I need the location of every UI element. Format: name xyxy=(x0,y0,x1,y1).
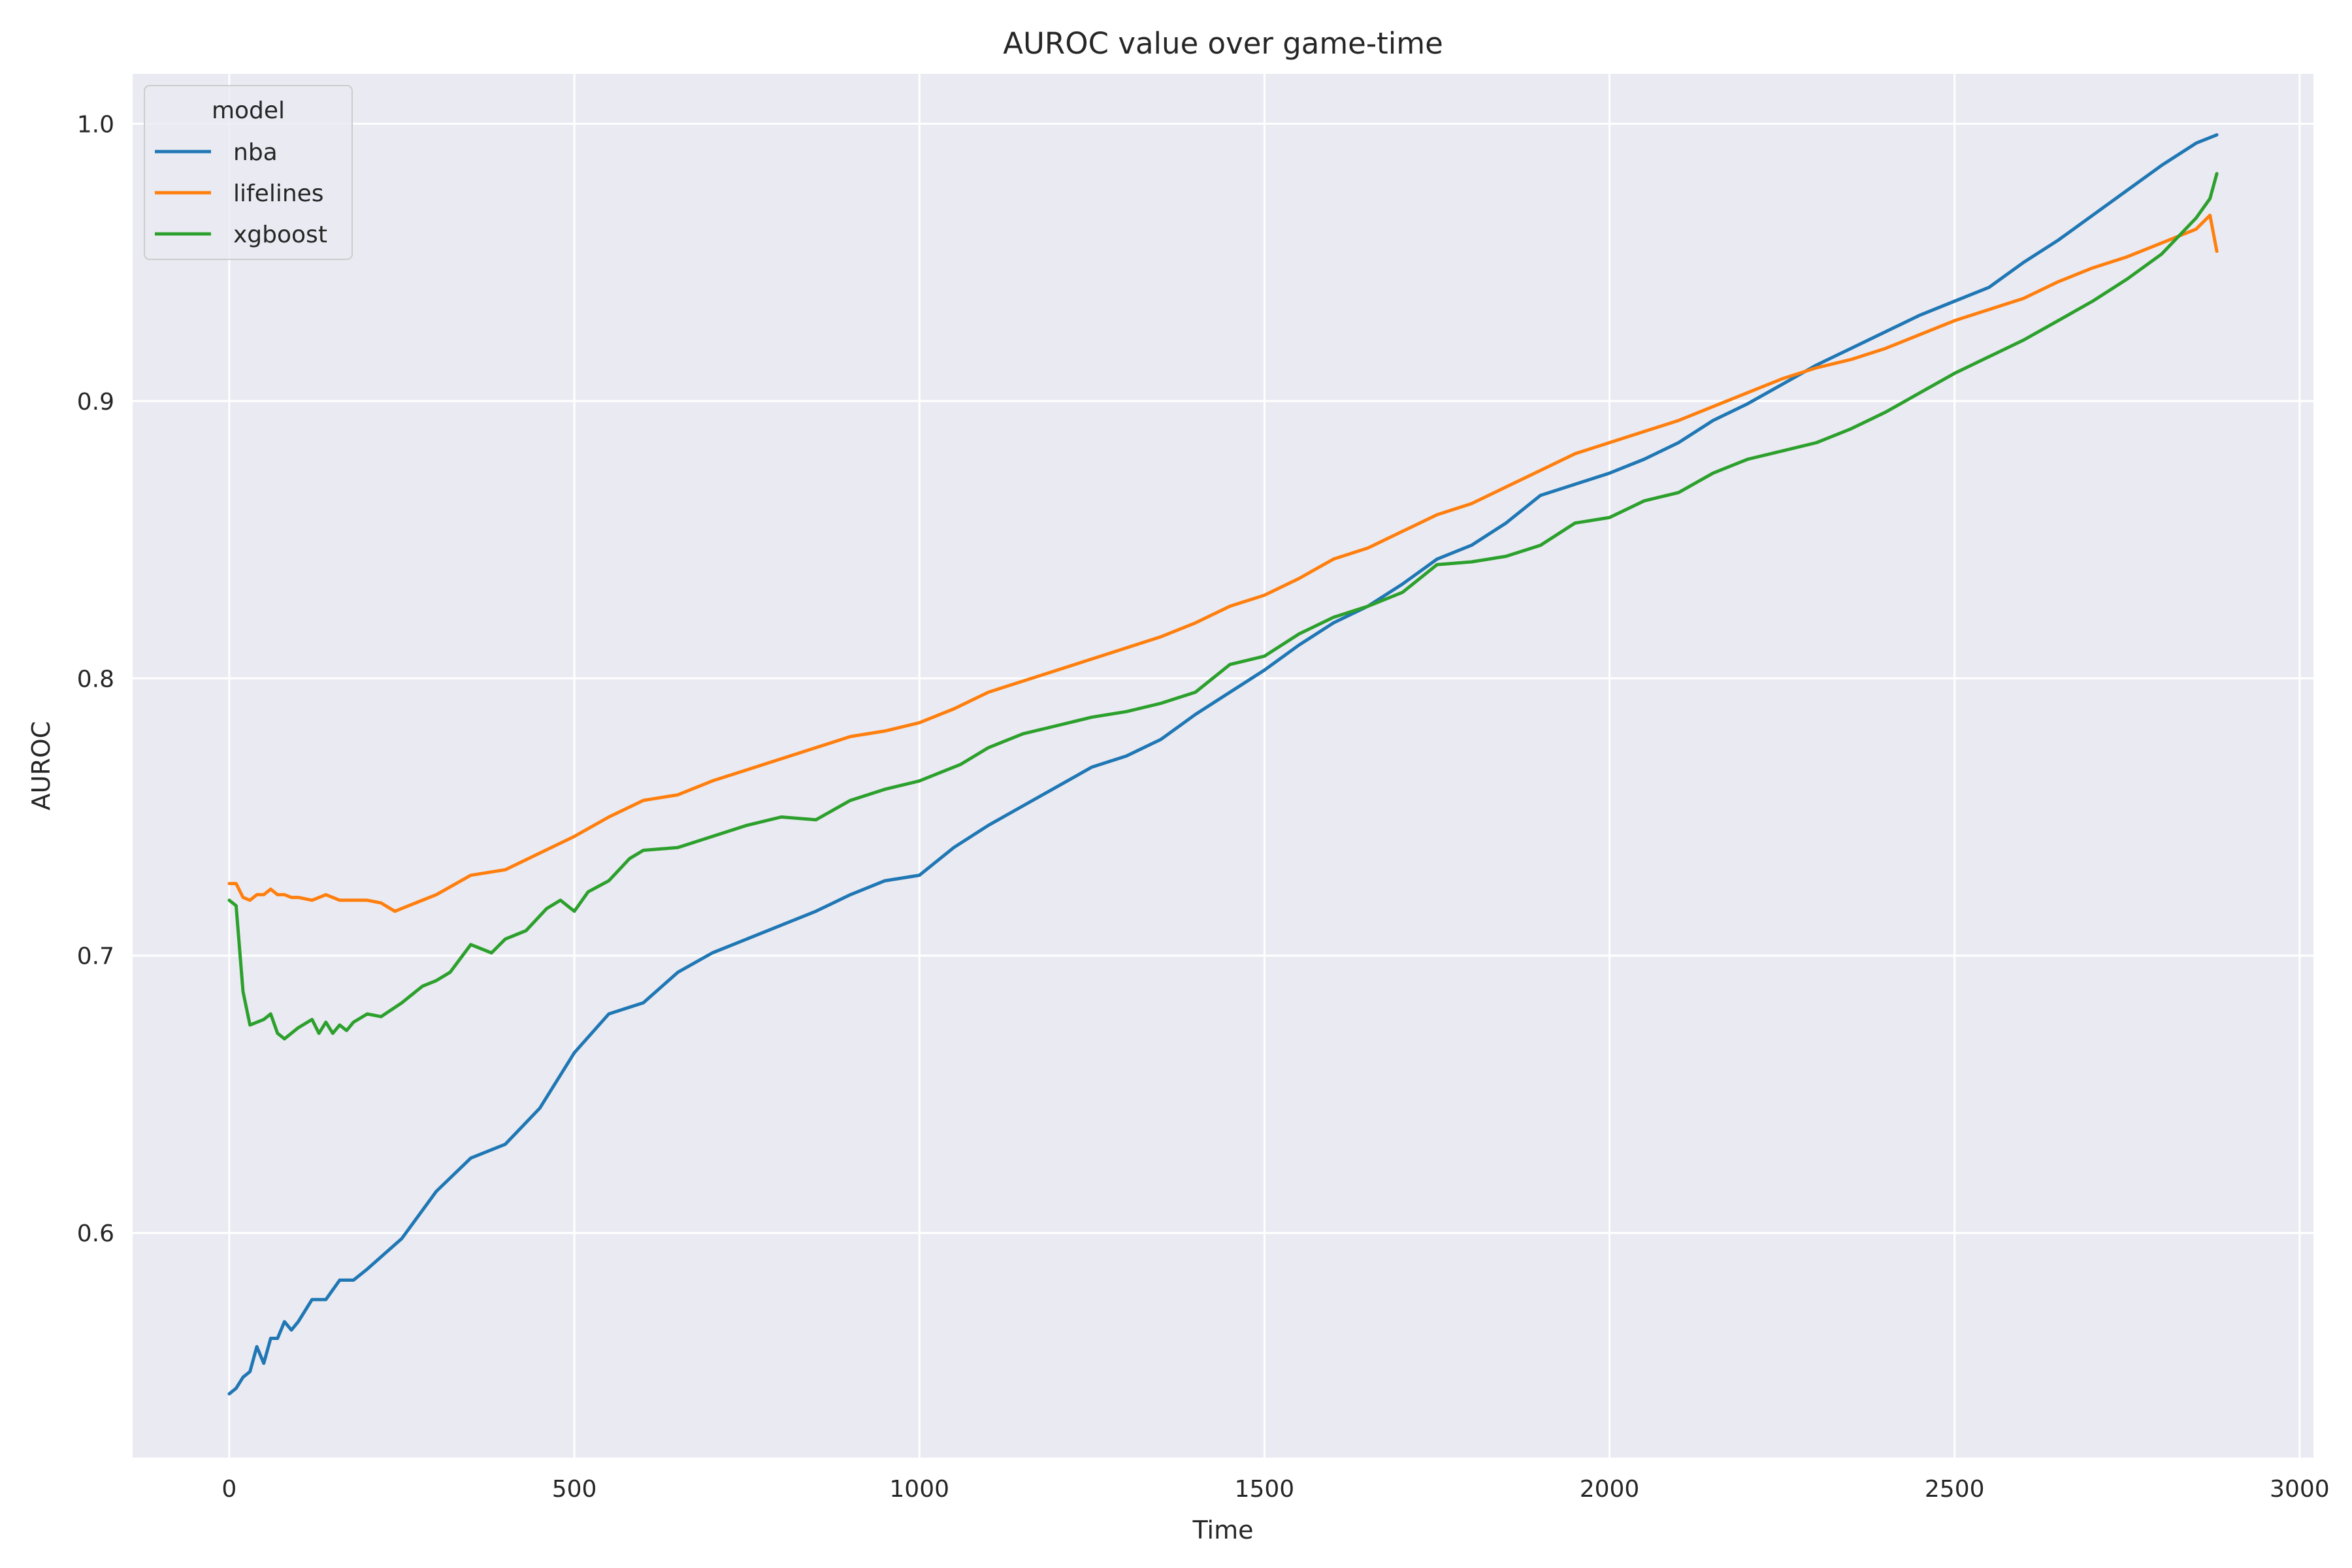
y-tick-label: 0.8 xyxy=(77,666,114,693)
x-tick-label: 2500 xyxy=(1925,1476,1985,1503)
plot-area xyxy=(133,74,2313,1458)
chart-title: AUROC value over game-time xyxy=(1003,26,1443,61)
series-line-nba xyxy=(227,133,2219,1396)
legend-label-xgboost: xgboost xyxy=(233,221,327,248)
y-tick-label: 0.7 xyxy=(77,943,114,970)
y-tick-label: 1.0 xyxy=(77,111,114,138)
x-axis-label: Time xyxy=(1192,1516,1254,1544)
legend-label-nba: nba xyxy=(233,139,278,166)
legend-box xyxy=(144,85,353,260)
legend: model nba lifelines xgboost xyxy=(144,85,353,260)
x-tick-label: 500 xyxy=(552,1476,597,1503)
series-line-lifelines xyxy=(227,214,2219,913)
x-axis-ticks: 0 500 1000 1500 2000 2500 3000 xyxy=(221,1476,2329,1503)
y-axis-label: AUROC xyxy=(27,721,56,811)
grid-lines xyxy=(133,74,2313,1458)
series-line-xgboost xyxy=(227,172,2219,1041)
x-tick-label: 2000 xyxy=(1580,1476,1640,1503)
x-tick-label: 1500 xyxy=(1235,1476,1295,1503)
series-layer xyxy=(227,133,2219,1396)
y-tick-label: 0.6 xyxy=(77,1220,114,1247)
legend-label-lifelines: lifelines xyxy=(233,180,324,207)
x-tick-label: 1000 xyxy=(889,1476,949,1503)
legend-title: model xyxy=(212,97,285,124)
legend-items: nba lifelines xgboost xyxy=(155,139,327,248)
x-tick-label: 3000 xyxy=(2270,1476,2330,1503)
y-tick-label: 0.9 xyxy=(77,389,114,416)
y-axis-ticks: 0.6 0.7 0.8 0.9 1.0 xyxy=(77,111,114,1247)
x-tick-label: 0 xyxy=(221,1476,237,1503)
